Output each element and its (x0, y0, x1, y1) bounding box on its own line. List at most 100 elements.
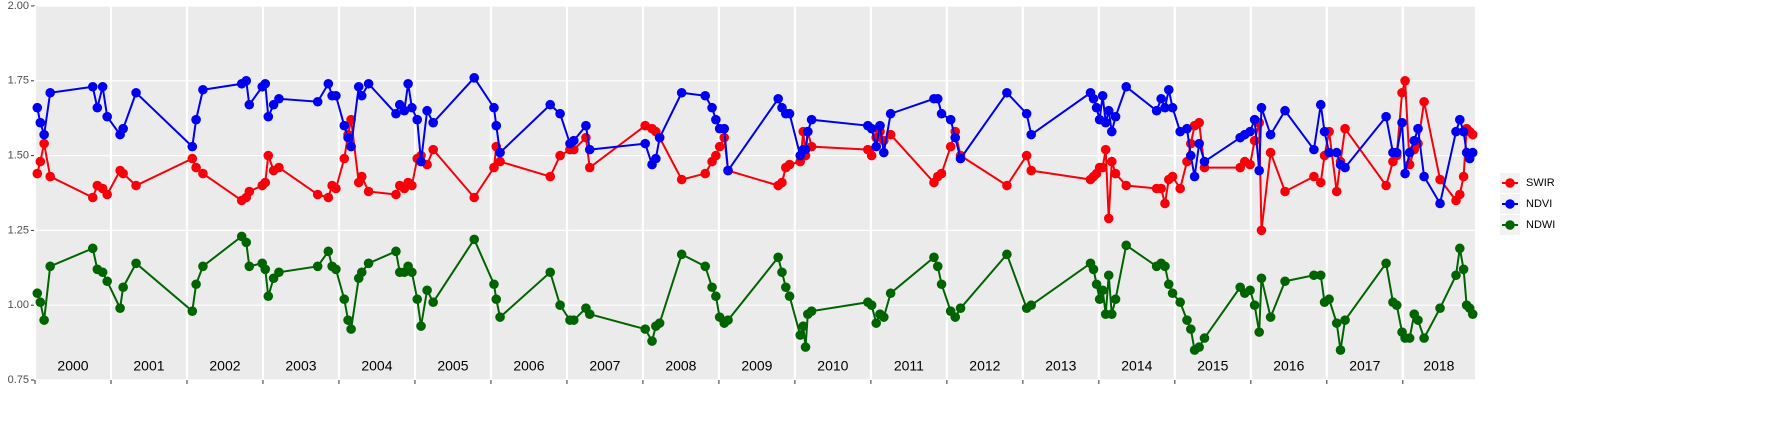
data-point (568, 135, 579, 146)
data-point (700, 261, 711, 272)
data-point (1156, 183, 1166, 194)
y-tick-label: 1.50 (8, 150, 29, 162)
data-point (32, 288, 43, 299)
data-point (1091, 279, 1102, 290)
data-point (545, 99, 556, 110)
data-point (102, 111, 112, 122)
data-point (806, 114, 817, 125)
data-point (428, 297, 438, 308)
data-point (1319, 126, 1330, 137)
data-point (584, 309, 595, 319)
data-point (39, 129, 49, 140)
data-point (312, 96, 323, 107)
data-point (1315, 270, 1326, 281)
data-point (363, 258, 374, 269)
data-point (1309, 171, 1319, 182)
data-point (784, 108, 795, 119)
data-point (495, 147, 505, 158)
data-point (950, 312, 961, 322)
data-point (1121, 81, 1132, 92)
data-point (777, 267, 787, 278)
data-point (795, 330, 806, 340)
data-point (955, 303, 966, 313)
data-point (1106, 309, 1117, 319)
data-point (1002, 249, 1012, 260)
data-point (416, 321, 426, 331)
data-point (651, 153, 661, 164)
data-point (32, 102, 43, 113)
data-point (1194, 117, 1204, 128)
data-point (1026, 165, 1037, 176)
data-point (1381, 258, 1391, 269)
data-point (950, 132, 961, 143)
data-point (676, 249, 687, 260)
data-point (39, 138, 49, 149)
data-point (1265, 129, 1276, 140)
data-point (412, 114, 423, 125)
data-point (118, 168, 128, 179)
data-point (1151, 105, 1162, 116)
data-point (260, 264, 271, 275)
data-point (263, 111, 274, 122)
data-point (1455, 243, 1465, 254)
data-point (323, 78, 334, 89)
data-point (356, 267, 367, 278)
data-point (1021, 108, 1032, 119)
data-point (92, 102, 103, 113)
data-point (428, 144, 438, 155)
data-point (1331, 318, 1342, 328)
data-point (936, 168, 947, 179)
data-point (1404, 333, 1415, 343)
data-point (1103, 213, 1114, 224)
data-point (1249, 135, 1260, 146)
data-point (719, 123, 730, 134)
data-point (1400, 168, 1410, 179)
data-point (784, 291, 795, 302)
data-point (244, 261, 255, 272)
data-point (489, 279, 499, 290)
data-point (35, 297, 46, 308)
data-point (1467, 129, 1478, 140)
data-point (936, 108, 947, 119)
data-point (955, 153, 966, 164)
year-label: 2018 (1423, 358, 1454, 374)
data-point (407, 267, 417, 278)
data-point (346, 324, 356, 334)
data-point (187, 306, 198, 316)
data-point (1340, 162, 1350, 173)
data-point (32, 168, 43, 179)
data-point (323, 192, 334, 203)
data-point (945, 114, 956, 125)
data-point (422, 105, 432, 116)
data-point (1458, 171, 1469, 182)
data-point (555, 108, 565, 119)
legend-point (1505, 199, 1515, 209)
data-point (640, 138, 650, 149)
data-point (131, 180, 141, 191)
year-label: 2000 (57, 358, 88, 374)
data-point (1280, 186, 1290, 197)
year-label: 2011 (894, 358, 924, 374)
data-point (241, 76, 252, 86)
data-point (866, 300, 877, 311)
data-point (1156, 93, 1166, 104)
data-point (45, 171, 55, 182)
data-point (1249, 300, 1260, 311)
data-point (331, 183, 341, 194)
data-point (131, 258, 141, 269)
y-tick-label: 2.00 (8, 0, 29, 12)
data-point (1256, 273, 1267, 284)
data-point (412, 294, 423, 305)
year-label: 2004 (361, 358, 392, 374)
data-point (1103, 270, 1114, 281)
data-point (1381, 111, 1391, 122)
data-point (403, 78, 413, 89)
data-point (1413, 123, 1423, 134)
data-point (1199, 333, 1210, 343)
data-point (1245, 285, 1255, 296)
data-point (198, 84, 208, 95)
data-point (1088, 93, 1099, 104)
data-point (879, 312, 889, 322)
data-point (1309, 144, 1319, 155)
